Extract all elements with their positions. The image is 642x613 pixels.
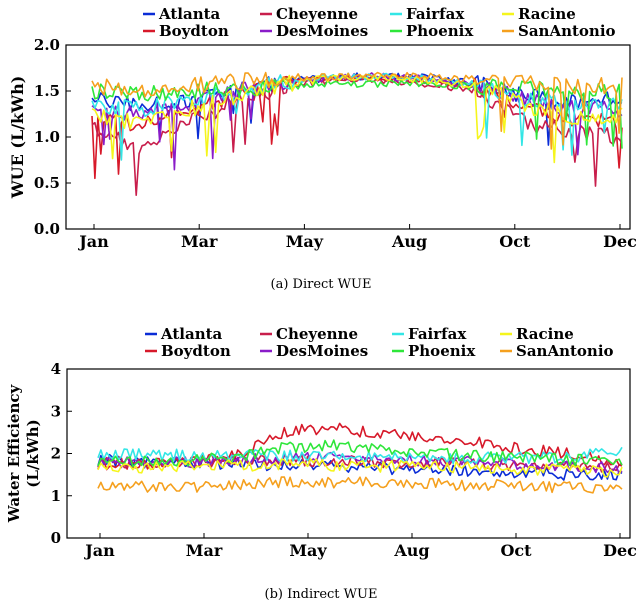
y-tick-label: 0.0 [34, 220, 60, 238]
legend-label: Fairfax [406, 5, 465, 23]
y-tick-label: 1 [51, 487, 61, 505]
series-line-sanantonio [91, 71, 623, 150]
y-tick-label: 0 [51, 529, 61, 547]
legend-label: DesMoines [276, 342, 368, 360]
y-tick-label: 0.5 [34, 174, 60, 192]
legend-label: Atlanta [160, 325, 223, 343]
y-tick-label: 2.0 [34, 36, 60, 54]
x-tick-label: May [286, 232, 324, 251]
y-tick-label: 3 [51, 402, 61, 420]
y-tick-label: 2 [51, 445, 61, 463]
x-tick-label: Oct [499, 232, 531, 251]
series-line-fairfax [97, 446, 623, 465]
legend-label: Boydton [159, 22, 229, 40]
legend-label: DesMoines [276, 22, 368, 40]
legend-label: Boydton [161, 342, 231, 360]
legend-label: Fairfax [408, 325, 467, 343]
legend-label: Racine [516, 325, 574, 343]
x-tick-label: Aug [391, 232, 427, 251]
legend-label: Atlanta [158, 5, 221, 23]
series-line-racine [97, 458, 623, 478]
x-tick-label: Jan [83, 541, 115, 560]
series-line-sanantonio [97, 476, 623, 494]
series-line-racine [91, 73, 623, 164]
x-tick-label: Jan [77, 232, 109, 251]
chart-direct-wue: 0.0 0.5 1.0 1.5 2.0 Jan Mar May Aug Oct Dec WUE (L/… [8, 5, 637, 251]
series-line-phoenix [97, 439, 623, 468]
x-tick-label: Mar [186, 541, 223, 560]
x-tick-label: Oct [500, 541, 532, 560]
y-axis-label: Water Efficiency [5, 384, 23, 524]
chart-indirect-wue: 0 1 2 3 4 Jan Mar May Aug Oct Dec Water Efficiency(… [5, 325, 637, 560]
series-line-cheyenne [91, 75, 623, 196]
y-tick-label: 1.5 [34, 82, 60, 100]
legend-label: SanAntonio [518, 22, 616, 40]
y-tick-label: 4 [51, 360, 61, 378]
caption-a: (a) Direct WUE [270, 277, 372, 292]
y-axis-label-unit: (L/kWh) [24, 419, 42, 487]
x-tick-label: Mar [181, 232, 218, 251]
y-tick-label: 1.0 [34, 128, 60, 146]
x-tick-label: Aug [393, 541, 429, 560]
legend-label: Phoenix [408, 342, 476, 360]
caption-b: (b) Indirect WUE [264, 587, 378, 602]
x-tick-label: Dec [603, 232, 637, 251]
legend-label: SanAntonio [516, 342, 614, 360]
legend-label: Cheyenne [276, 5, 358, 23]
x-tick-label: May [289, 541, 327, 560]
x-tick-label: Dec [603, 541, 637, 560]
legend-label: Racine [518, 5, 576, 23]
y-axis-label: WUE (L/kWh) [8, 76, 27, 200]
legend-label: Cheyenne [276, 325, 358, 343]
legend-label: Phoenix [406, 22, 474, 40]
